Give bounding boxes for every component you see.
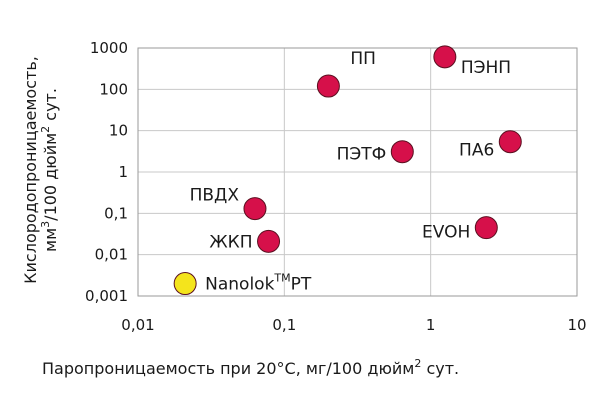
y-title-mid: /100 дюйм xyxy=(41,133,60,221)
point-label: ПЭНП xyxy=(461,58,511,78)
x-axis-title: Паропроницаемость при 20°C, мг/100 дюйм2… xyxy=(42,357,459,378)
y-title-tail: сут. xyxy=(41,88,60,126)
point-label: ПА6 xyxy=(459,141,494,161)
x-tick-label: 10 xyxy=(567,316,586,334)
y-tick-label: 100 xyxy=(99,80,128,98)
x-title-text: Паропроницаемость при 20°C, мг/100 дюйм xyxy=(42,359,414,378)
point-label: ПП xyxy=(350,49,376,69)
point-name: ПЭТФ xyxy=(337,145,387,165)
data-point xyxy=(390,140,414,164)
x-tick-label: 0,1 xyxy=(272,316,296,334)
x-title-sup: 2 xyxy=(414,357,421,370)
point-label: NanolokTMPT xyxy=(205,272,312,295)
point-name: ЖКП xyxy=(209,232,252,252)
y-tick-label: 0,001 xyxy=(85,287,128,305)
point-name: ПА6 xyxy=(459,141,494,161)
point-name: ПВДХ xyxy=(190,186,240,206)
data-point xyxy=(498,130,522,154)
point-name: ПП xyxy=(350,49,376,69)
point-name: EVOH xyxy=(422,223,470,243)
y-title-pre: мм xyxy=(41,228,60,252)
data-point xyxy=(474,216,498,240)
data-point xyxy=(316,74,340,98)
y-tick-label: 10 xyxy=(109,122,128,140)
x-title-tail: сут. xyxy=(421,359,459,378)
plot-frame xyxy=(137,47,578,297)
point-label: ПЭТФ xyxy=(337,145,387,165)
y-title-line2: мм3/100 дюйм2 сут. xyxy=(39,88,60,252)
point-label: ПВДХ xyxy=(190,186,240,206)
data-point xyxy=(243,197,267,221)
point-name-sup: TM xyxy=(273,272,290,285)
x-tick-label: 0,01 xyxy=(121,316,154,334)
y-tick-label: 0,01 xyxy=(95,246,128,264)
point-name: ПЭНП xyxy=(461,58,511,78)
y-title-line1: Кислородопроницаемость, xyxy=(21,56,40,284)
y-tick-label: 1000 xyxy=(90,39,128,57)
data-point xyxy=(257,229,281,253)
point-label: ЖКП xyxy=(209,232,252,252)
y-title-sup: 3 xyxy=(39,221,52,228)
point-name: Nanolok xyxy=(205,275,274,295)
x-tick-label: 1 xyxy=(426,316,436,334)
point-name-suffix: PT xyxy=(291,275,312,295)
y-tick-label: 0,1 xyxy=(104,204,128,222)
data-point xyxy=(433,45,457,69)
data-point xyxy=(173,272,197,296)
y-axis-title: Кислородопроницаемость, мм3/100 дюйм2 су… xyxy=(21,56,60,284)
point-label: EVOH xyxy=(422,223,470,243)
y-title-sup: 2 xyxy=(39,126,52,133)
y-tick-label: 1 xyxy=(118,163,128,181)
